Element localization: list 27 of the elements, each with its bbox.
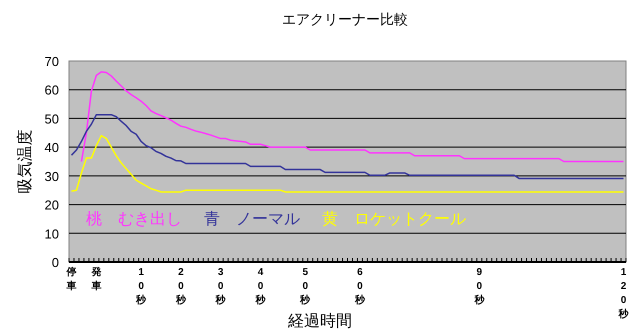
x-axis-title: 経過時間 — [287, 312, 352, 330]
x-tick-label: 60秒 — [354, 267, 366, 306]
y-tick-label: 30 — [44, 168, 59, 184]
y-tick-label: 0 — [52, 255, 59, 270]
x-tick-label: 120秒 — [618, 267, 630, 320]
y-tick-label: 10 — [44, 226, 59, 242]
text: 桃 むき出し — [86, 210, 182, 228]
y-tick-label: 20 — [44, 198, 59, 213]
y-tick-label: 60 — [44, 82, 59, 98]
x-tick-label: 10秒 — [135, 267, 148, 306]
series-label: 黄 ロケットクール — [322, 210, 466, 228]
y-tick-label: 50 — [44, 111, 59, 126]
line-series — [70, 134, 624, 193]
x-tick-label: 40秒 — [254, 267, 266, 306]
line-series — [80, 71, 624, 162]
x-tick-label: 30秒 — [214, 267, 227, 306]
x-tick-label: 20秒 — [174, 267, 187, 306]
x-tick-label: 停車 — [65, 266, 76, 292]
x-tick-label: 90秒 — [473, 267, 486, 306]
y-tick-label: 70 — [44, 54, 59, 69]
x-tick-label: 50秒 — [299, 267, 312, 306]
chart-title: エアクリーナー比較 — [282, 11, 408, 27]
x-tick-label: 発車 — [90, 266, 102, 292]
y-axis-title: 吸気温度 — [16, 130, 34, 194]
line-series — [70, 114, 624, 180]
y-tick-label: 40 — [44, 140, 59, 156]
text: 青 ノーマル — [204, 210, 300, 228]
